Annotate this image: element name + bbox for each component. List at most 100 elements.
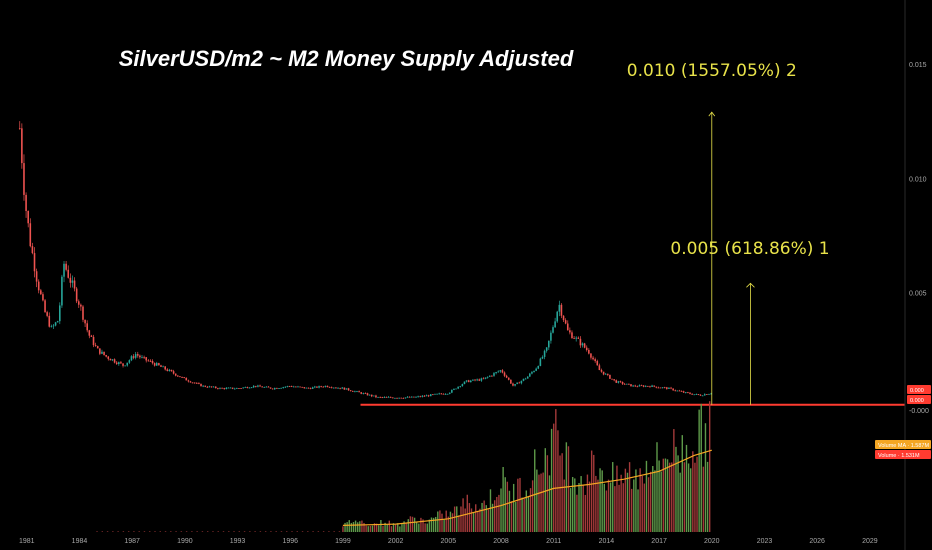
volume-bar [464, 508, 466, 532]
volume-bar [542, 472, 544, 532]
candle-body [212, 386, 215, 388]
candle-body [118, 362, 120, 365]
volume-bar [673, 429, 675, 532]
volume-bar [149, 531, 151, 532]
candle-body [290, 386, 293, 388]
candle-body [86, 323, 89, 331]
candle-body [710, 393, 712, 395]
candle-body [368, 394, 371, 396]
volume-bar [127, 531, 130, 532]
volume-bar [645, 460, 648, 532]
candle-body [265, 386, 268, 388]
candle-body [174, 373, 177, 376]
candle-body [657, 387, 660, 389]
candle-body [309, 388, 312, 390]
candle-body [569, 330, 571, 333]
volume-bar [449, 511, 452, 532]
candle-body [493, 373, 495, 376]
candle-body [271, 388, 274, 390]
candle-body [122, 363, 124, 366]
volume-bar [485, 505, 487, 532]
candle-body [465, 380, 468, 382]
candle-body [602, 371, 605, 375]
candle-body [682, 391, 685, 393]
candle-body [421, 395, 424, 397]
volume-bar [275, 531, 277, 532]
volume-bar [502, 467, 504, 532]
volume-bar [437, 511, 439, 532]
candle-body [427, 395, 430, 397]
volume-bar [475, 504, 477, 532]
candle-body [653, 385, 655, 387]
candle-body [370, 394, 373, 397]
volume-bar [426, 523, 428, 532]
candle-body [318, 386, 320, 388]
candle-body [609, 374, 611, 379]
candle-body [208, 386, 211, 388]
candle-body [356, 391, 358, 392]
volume-bar [582, 484, 584, 532]
candle-body [358, 391, 360, 393]
candle-body [364, 393, 367, 394]
candle-body [246, 387, 249, 388]
x-tick-label: 2029 [862, 538, 878, 545]
candle-body [600, 370, 603, 372]
volume-bar [384, 522, 386, 532]
candle-body [187, 380, 190, 382]
projection-label-1: 0.005 (618.86%) 1 [670, 239, 829, 259]
candle-body [408, 396, 411, 398]
candle-body [693, 394, 696, 396]
candle-body [360, 392, 363, 394]
volume-bar [420, 517, 422, 532]
candle-body [655, 386, 658, 388]
candle-body [701, 395, 704, 397]
candle-body [128, 360, 131, 363]
candle-body [575, 337, 577, 339]
candle-body [115, 362, 118, 365]
volume-bar [563, 479, 565, 532]
candle-body [638, 385, 641, 387]
volume-bar [590, 450, 593, 532]
candle-body [132, 356, 135, 358]
candle-body [470, 380, 472, 383]
volume-bar [519, 477, 521, 532]
candle-body [33, 253, 36, 272]
volume-bar [489, 489, 492, 532]
volume-bar [550, 428, 553, 532]
y-tick-label: 0.005 [909, 290, 927, 297]
candle-body [145, 357, 148, 361]
candle-body [67, 269, 70, 278]
candle-body [69, 277, 72, 283]
volume-bar [586, 474, 589, 532]
candle-body [136, 354, 139, 356]
volume-bar [418, 523, 420, 532]
candle-body [326, 385, 329, 388]
volume-bar [521, 497, 523, 532]
volume-bar [233, 531, 235, 532]
candle-body [446, 393, 449, 395]
volume-bar [439, 510, 441, 532]
volume-bar [101, 531, 104, 532]
volume-bar [382, 525, 384, 532]
candle-body [328, 387, 331, 388]
candle-body [512, 383, 514, 386]
volume-bar [112, 531, 114, 532]
volume-bar [159, 531, 161, 532]
candle-body [166, 369, 169, 371]
candle-body [438, 393, 440, 395]
volume-bar [378, 525, 380, 532]
candle-body [193, 382, 196, 384]
volume-bar [411, 516, 414, 532]
candle-body [703, 394, 706, 396]
volume-bar [296, 531, 298, 532]
candle-body [295, 386, 297, 388]
volume-bar [708, 401, 711, 532]
candle-body [120, 362, 122, 364]
candle-body [472, 379, 474, 381]
candle-body [585, 347, 588, 351]
volume-bar [529, 488, 532, 532]
candle-body [233, 388, 236, 390]
candle-body [507, 377, 510, 380]
volume-bar [508, 490, 511, 532]
